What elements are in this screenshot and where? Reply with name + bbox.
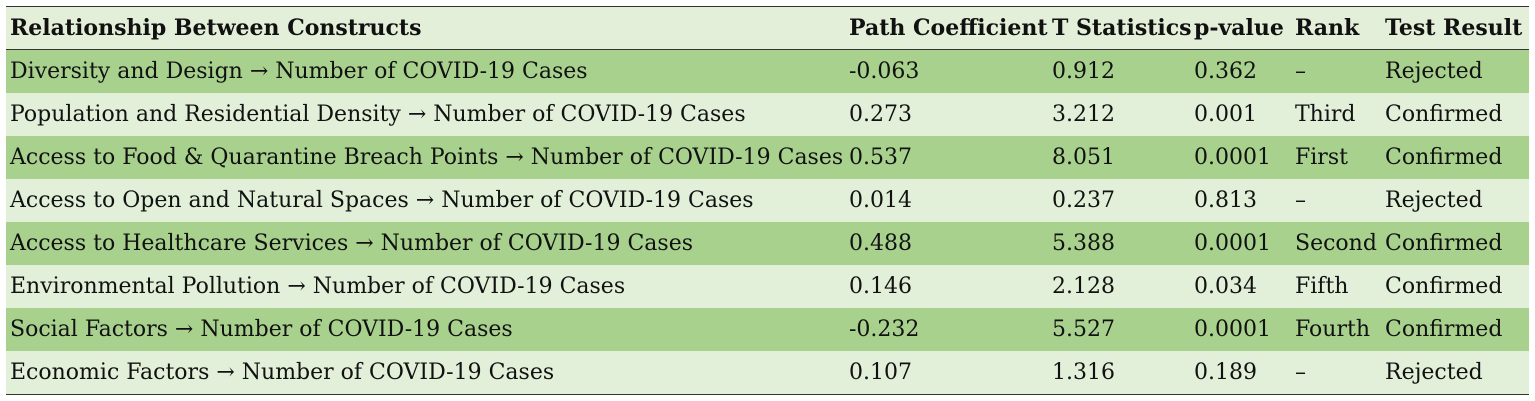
cell-rank: Second (1295, 231, 1377, 256)
cell-t-statistics: 3.212 (1052, 102, 1115, 127)
cell-p-value: 0.813 (1194, 188, 1257, 213)
cell-relationship: Economic Factors → Number of COVID-19 Ca… (10, 360, 555, 385)
cell-p-value: 0.189 (1194, 360, 1257, 385)
cell-test-result: Confirmed (1385, 231, 1503, 256)
table-row: Social Factors → Number of COVID-19 Case… (6, 308, 1529, 351)
cell-relationship: Environmental Pollution → Number of COVI… (10, 274, 626, 299)
cell-test-result: Confirmed (1385, 145, 1503, 170)
cell-t-statistics: 0.912 (1052, 59, 1115, 84)
cell-p-value: 0.362 (1194, 59, 1257, 84)
header-relationship: Relationship Between Constructs (10, 15, 422, 41)
table-row: Access to Open and Natural Spaces → Numb… (6, 179, 1529, 222)
cell-p-value: 0.034 (1194, 274, 1257, 299)
cell-path-coefficient: 0.014 (849, 188, 912, 213)
cell-path-coefficient: -0.232 (849, 317, 920, 342)
cell-t-statistics: 1.316 (1052, 360, 1115, 385)
cell-relationship: Population and Residential Density → Num… (10, 102, 746, 127)
cell-p-value: 0.0001 (1194, 145, 1271, 170)
header-path-coefficient: Path Coefficient (849, 15, 1048, 41)
table-row: Access to Healthcare Services → Number o… (6, 222, 1529, 265)
cell-t-statistics: 8.051 (1052, 145, 1115, 170)
header-t-statistics: T Statistics (1052, 15, 1192, 41)
cell-rank: Fifth (1295, 274, 1349, 299)
table-row: Population and Residential Density → Num… (6, 93, 1529, 136)
cell-test-result: Confirmed (1385, 102, 1503, 127)
cell-t-statistics: 0.237 (1052, 188, 1115, 213)
header-test-result: Test Result (1385, 15, 1523, 41)
table-header-row: Relationship Between Constructs Path Coe… (6, 6, 1529, 50)
table-row: Diversity and Design → Number of COVID-1… (6, 49, 1529, 93)
cell-relationship: Access to Open and Natural Spaces → Numb… (10, 188, 754, 213)
cell-path-coefficient: 0.107 (849, 360, 912, 385)
cell-path-coefficient: 0.537 (849, 145, 912, 170)
cell-relationship: Access to Food & Quarantine Breach Point… (10, 145, 844, 170)
cell-relationship: Diversity and Design → Number of COVID-1… (10, 59, 588, 84)
cell-p-value: 0.0001 (1194, 231, 1271, 256)
cell-t-statistics: 2.128 (1052, 274, 1115, 299)
cell-rank: Fourth (1295, 317, 1371, 342)
table-row: Economic Factors → Number of COVID-19 Ca… (6, 351, 1529, 395)
cell-test-result: Rejected (1385, 59, 1483, 84)
header-p-value: p-value (1194, 15, 1284, 41)
cell-p-value: 0.001 (1194, 102, 1257, 127)
table-row: Access to Food & Quarantine Breach Point… (6, 136, 1529, 179)
cell-path-coefficient: 0.273 (849, 102, 912, 127)
results-table-container: Relationship Between Constructs Path Coe… (6, 6, 1529, 395)
hypothesis-results-table: Relationship Between Constructs Path Coe… (6, 6, 1529, 395)
cell-rank: First (1295, 145, 1348, 170)
cell-path-coefficient: -0.063 (849, 59, 920, 84)
cell-t-statistics: 5.388 (1052, 231, 1115, 256)
cell-path-coefficient: 0.146 (849, 274, 912, 299)
cell-path-coefficient: 0.488 (849, 231, 912, 256)
cell-test-result: Confirmed (1385, 317, 1503, 342)
table-row: Environmental Pollution → Number of COVI… (6, 265, 1529, 308)
cell-rank: – (1295, 360, 1306, 385)
cell-relationship: Access to Healthcare Services → Number o… (10, 231, 694, 256)
cell-rank: Third (1295, 102, 1356, 127)
cell-test-result: Rejected (1385, 188, 1483, 213)
cell-t-statistics: 5.527 (1052, 317, 1115, 342)
cell-relationship: Social Factors → Number of COVID-19 Case… (10, 317, 513, 342)
cell-rank: – (1295, 188, 1306, 213)
cell-rank: – (1295, 59, 1306, 84)
cell-test-result: Rejected (1385, 360, 1483, 385)
cell-p-value: 0.0001 (1194, 317, 1271, 342)
cell-test-result: Confirmed (1385, 274, 1503, 299)
header-rank: Rank (1295, 15, 1360, 41)
